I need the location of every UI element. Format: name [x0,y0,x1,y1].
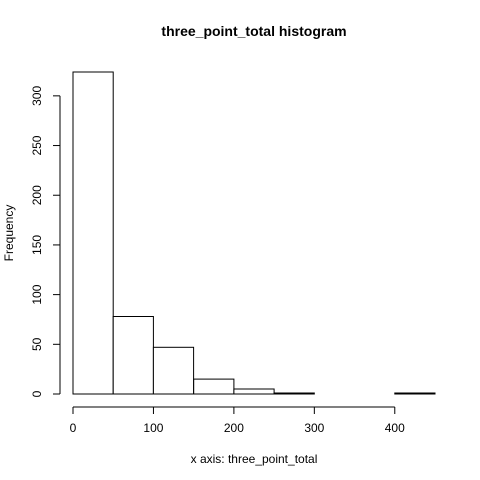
x-tick-label: 0 [70,421,77,435]
x-tick-label: 100 [143,421,163,435]
histogram-bar [233,388,275,395]
histogram-bar [112,316,154,395]
y-tick-label: 300 [30,86,44,106]
x-axis-label: x axis: three_point_total [191,452,318,466]
y-tick-label: 100 [30,284,44,304]
x-tick-label: 200 [224,421,244,435]
histogram-bar [72,71,114,395]
y-tick-label: 150 [30,235,44,255]
chart-title: three_point_total histogram [161,23,346,39]
x-tick-label: 400 [385,421,405,435]
histogram-bar [394,392,436,395]
y-tick-label: 0 [30,390,44,397]
y-tick-label: 250 [30,135,44,155]
histogram-bar [273,392,315,395]
histogram-bar [193,378,235,395]
y-tick-label: 200 [30,185,44,205]
x-tick-label: 300 [304,421,324,435]
bars-group [72,71,436,395]
histogram-bar [152,346,195,395]
y-axis: 0 50 100 150 200 250 300 [30,86,61,397]
y-axis-label: Frequency [2,205,16,262]
x-axis: 0 100 200 300 400 [70,406,405,435]
y-tick-label: 50 [30,337,44,351]
